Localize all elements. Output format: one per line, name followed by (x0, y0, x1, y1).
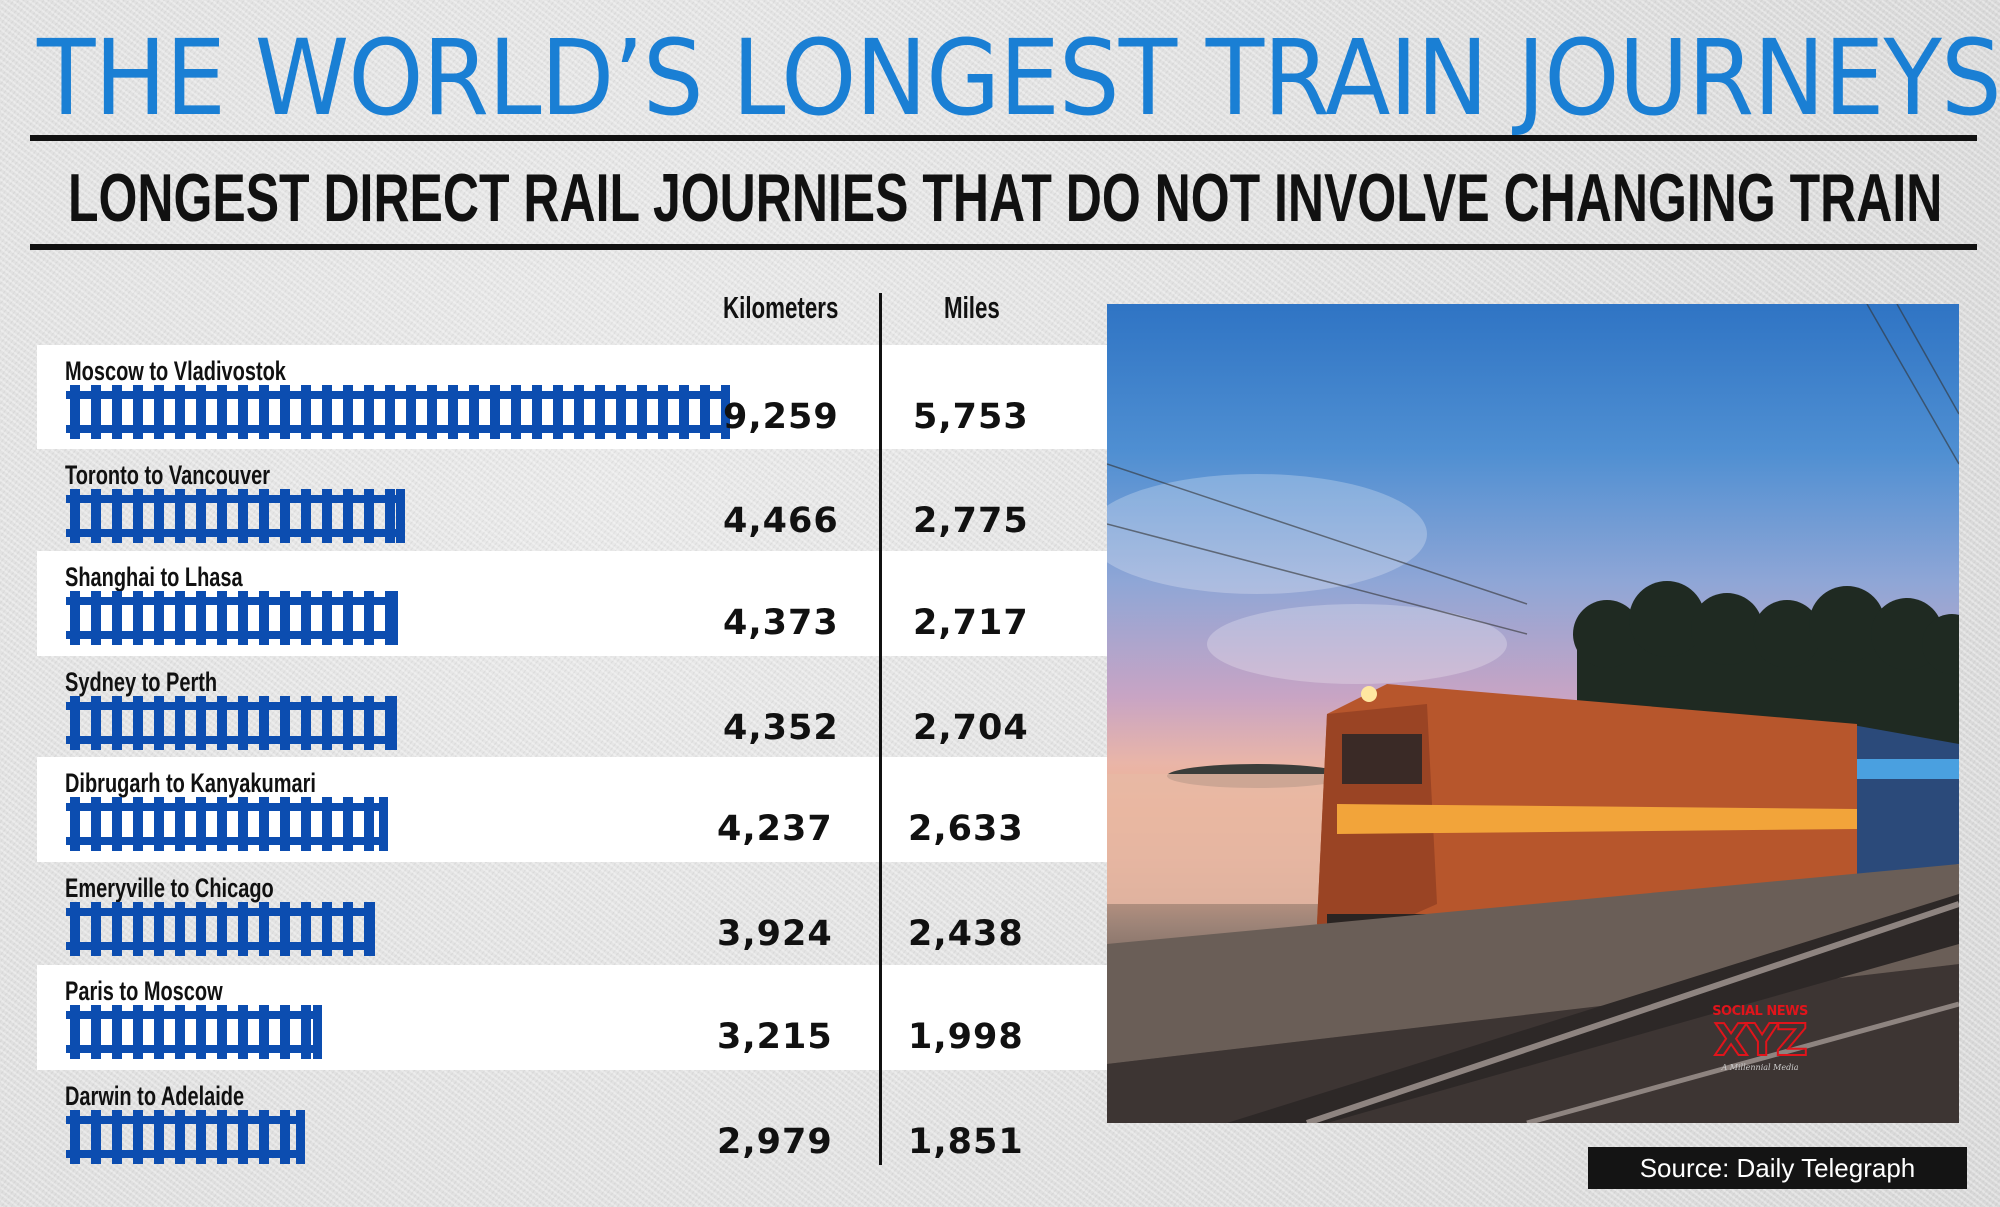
km-value: 2,979 (717, 1122, 833, 1162)
column-header-miles: Miles (944, 290, 1000, 325)
table-row: Dibrugarh to Kanyakumari 4,237 2,633 (37, 757, 1107, 862)
miles-value: 2,633 (908, 809, 1024, 849)
watermark-tagline: A Millennial Media (1721, 1063, 1799, 1072)
table-row: Paris to Moscow 3,215 1,998 (37, 965, 1107, 1070)
watermark-main-text: XYZ (1713, 1015, 1809, 1066)
km-value: 4,237 (717, 809, 833, 849)
route-label: Toronto to Vancouver (65, 460, 270, 490)
subtitle-divider (30, 244, 1977, 250)
table-row: Shanghai to Lhasa 4,373 2,717 (37, 551, 1107, 656)
page-subtitle: LONGEST DIRECT RAIL JOURNIES THAT DO NOT… (68, 160, 1943, 236)
km-value: 4,352 (723, 708, 839, 748)
table-row: Toronto to Vancouver 4,466 2,775 (37, 449, 1107, 551)
table-row: Darwin to Adelaide 2,979 1,851 (37, 1070, 1107, 1170)
miles-value: 5,753 (913, 397, 1029, 437)
km-value: 3,215 (717, 1017, 833, 1057)
miles-value: 1,998 (908, 1017, 1024, 1057)
route-label: Shanghai to Lhasa (65, 562, 243, 592)
km-value: 4,373 (723, 603, 839, 643)
railway-track-icon (66, 385, 730, 439)
route-label: Paris to Moscow (65, 976, 223, 1006)
table-row: Emeryville to Chicago 3,924 2,438 (37, 862, 1107, 965)
railway-track-icon (66, 696, 397, 750)
watermark-top-text: SOCIAL NEWS (1712, 1004, 1808, 1019)
table-row: Moscow to Vladivostok 9,259 5,753 (37, 345, 1107, 449)
km-value: 3,924 (717, 914, 833, 954)
km-value: 4,466 (723, 501, 839, 541)
route-label: Darwin to Adelaide (65, 1081, 245, 1111)
miles-value: 2,775 (913, 501, 1029, 541)
route-label: Moscow to Vladivostok (65, 356, 286, 386)
railway-track-icon (66, 797, 388, 851)
column-header-kilometers: Kilometers (723, 290, 839, 325)
miles-value: 1,851 (908, 1122, 1024, 1162)
miles-value: 2,438 (908, 914, 1024, 954)
column-divider (879, 293, 882, 1165)
title-divider (30, 135, 1977, 141)
watermark-logo: SOCIAL NEWS XYZ A Millennial Media (1705, 1004, 1815, 1072)
miles-value: 2,717 (913, 603, 1029, 643)
railway-track-icon (66, 1005, 322, 1059)
railway-track-icon (66, 489, 405, 543)
train-photo: SOCIAL NEWS XYZ A Millennial Media (1107, 304, 1959, 1123)
route-label: Dibrugarh to Kanyakumari (65, 768, 316, 798)
railway-track-icon (66, 1110, 305, 1164)
route-label: Emeryville to Chicago (65, 873, 274, 903)
railway-track-icon (66, 902, 375, 956)
page-title: THE WORLD’S LONGEST TRAIN JOURNEYS (37, 17, 2000, 139)
table-row: Sydney to Perth 4,352 2,704 (37, 656, 1107, 757)
km-value: 9,259 (723, 397, 839, 437)
railway-track-icon (66, 591, 398, 645)
source-label: Source: Daily Telegraph (1588, 1147, 1967, 1189)
train-scene-icon (1107, 304, 1959, 1123)
miles-value: 2,704 (913, 708, 1029, 748)
route-label: Sydney to Perth (65, 667, 218, 697)
